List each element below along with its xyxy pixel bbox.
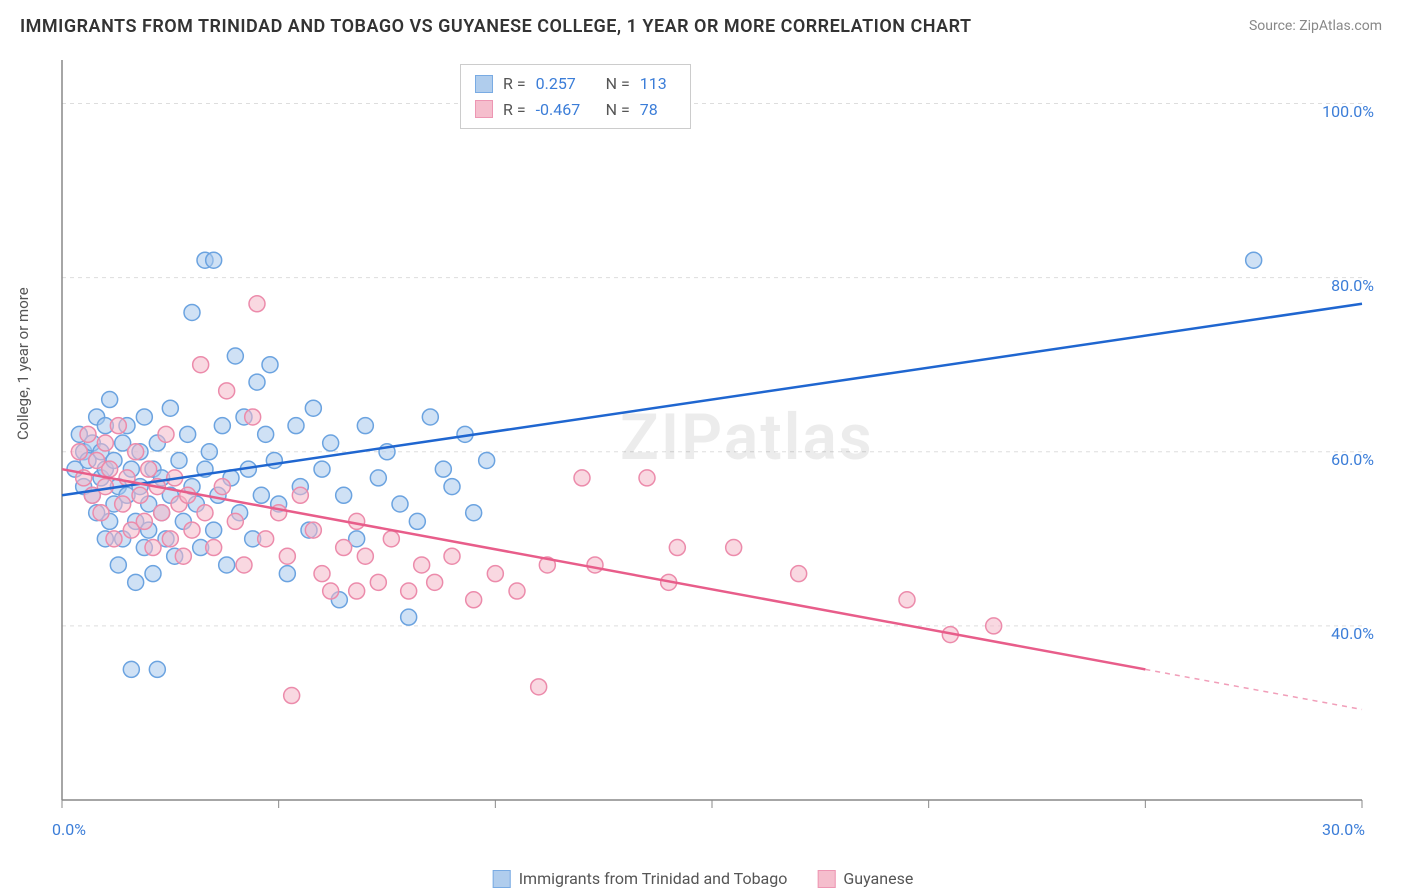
y-tick-label: 100.0% <box>1322 102 1374 121</box>
y-axis-label: College, 1 year or more <box>14 287 32 440</box>
stats-legend-box: R = 0.257 N = 113 R = -0.467 N = 78 <box>460 64 691 129</box>
x-tick-label: 30.0% <box>1322 820 1365 839</box>
stat-r-label: R = <box>503 97 526 123</box>
y-tick-label: 60.0% <box>1331 450 1374 469</box>
source-attribution: Source: ZipAtlas.com <box>1249 18 1382 34</box>
stat-r-value: -0.467 <box>536 97 596 123</box>
swatch-icon <box>475 100 493 118</box>
legend-label: Guyanese <box>843 869 913 888</box>
stat-n-value: 113 <box>640 71 676 97</box>
legend-label: Immigrants from Trinidad and Tobago <box>519 869 788 888</box>
chart-title: IMMIGRANTS FROM TRINIDAD AND TOBAGO VS G… <box>20 16 972 37</box>
legend-item-1: Immigrants from Trinidad and Tobago <box>493 869 788 888</box>
legend-item-2: Guyanese <box>817 869 913 888</box>
stat-r-value: 0.257 <box>536 71 596 97</box>
swatch-icon <box>493 870 511 888</box>
stats-row-series-2: R = -0.467 N = 78 <box>475 97 676 123</box>
stat-n-label: N = <box>606 97 630 123</box>
stat-r-label: R = <box>503 71 526 97</box>
bottom-legend: Immigrants from Trinidad and Tobago Guya… <box>493 869 914 888</box>
stat-n-label: N = <box>606 71 630 97</box>
stats-row-series-1: R = 0.257 N = 113 <box>475 71 676 97</box>
chart-container: 0.0%30.0%40.0%60.0%80.0%100.0% <box>52 60 1382 830</box>
stat-n-value: 78 <box>640 97 676 123</box>
x-tick-label: 0.0% <box>52 820 86 839</box>
swatch-icon <box>817 870 835 888</box>
y-tick-label: 80.0% <box>1331 276 1374 295</box>
scatter-chart <box>52 60 1382 830</box>
swatch-icon <box>475 75 493 93</box>
y-tick-label: 40.0% <box>1331 624 1374 643</box>
